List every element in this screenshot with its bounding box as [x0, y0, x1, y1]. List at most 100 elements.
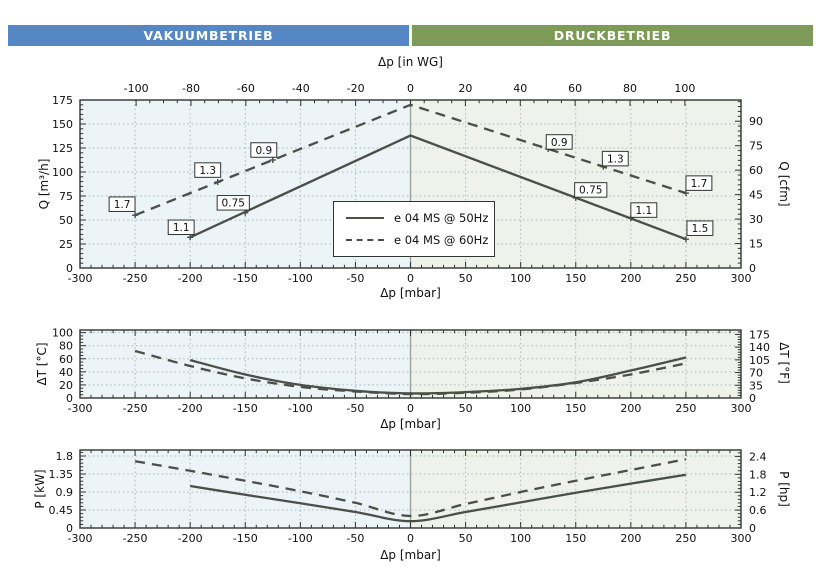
svg-text:1.8: 1.8	[749, 468, 767, 481]
svg-text:-100: -100	[288, 272, 313, 285]
svg-text:0: 0	[407, 82, 414, 95]
svg-text:80: 80	[59, 340, 73, 353]
svg-text:35: 35	[749, 379, 763, 392]
svg-text:250: 250	[675, 272, 696, 285]
svg-text:1.1: 1.1	[173, 222, 190, 234]
svg-text:-100: -100	[124, 82, 149, 95]
legend: e 04 MS @ 50Hz e 04 MS @ 60Hz	[333, 201, 495, 257]
svg-text:-200: -200	[178, 402, 203, 415]
svg-text:50: 50	[459, 272, 473, 285]
svg-text:40: 40	[59, 366, 73, 379]
svg-text:50: 50	[459, 532, 473, 545]
svg-text:60: 60	[59, 353, 73, 366]
svg-text:20: 20	[458, 82, 472, 95]
svg-text:175: 175	[749, 328, 770, 341]
legend-item-50hz: e 04 MS @ 50Hz	[334, 211, 494, 225]
svg-text:100: 100	[52, 166, 73, 179]
svg-text:0.75: 0.75	[579, 185, 602, 197]
svg-text:175: 175	[52, 94, 73, 107]
pressure-operation-banner: DRUCKBETRIEB	[412, 25, 813, 46]
flow-x-axis-title: Δp [mbar]	[380, 286, 441, 300]
svg-text:-300: -300	[68, 402, 93, 415]
svg-text:1.3: 1.3	[607, 153, 624, 165]
svg-text:50: 50	[459, 402, 473, 415]
svg-text:0: 0	[407, 272, 414, 285]
svg-text:0: 0	[66, 392, 73, 405]
svg-text:200: 200	[620, 272, 641, 285]
svg-text:0: 0	[407, 532, 414, 545]
svg-text:100: 100	[674, 82, 695, 95]
svg-text:100: 100	[510, 272, 531, 285]
svg-text:80: 80	[623, 82, 637, 95]
top-axis-title-inwg: Δp [in WG]	[378, 55, 443, 69]
svg-text:1.35: 1.35	[49, 468, 74, 481]
svg-text:-300: -300	[68, 532, 93, 545]
svg-text:25: 25	[59, 238, 73, 251]
svg-text:1.7: 1.7	[114, 199, 131, 211]
svg-text:1.8: 1.8	[56, 450, 74, 463]
svg-text:1.2: 1.2	[749, 486, 767, 499]
svg-text:300: 300	[731, 272, 752, 285]
dashed-line-sample-icon	[346, 239, 384, 242]
svg-text:0: 0	[66, 522, 73, 535]
svg-text:-100: -100	[288, 402, 313, 415]
svg-text:1.5: 1.5	[692, 223, 709, 235]
svg-text:0: 0	[749, 392, 756, 405]
svg-text:60: 60	[568, 82, 582, 95]
svg-text:-50: -50	[346, 402, 364, 415]
svg-text:-150: -150	[233, 532, 258, 545]
svg-text:0.75: 0.75	[222, 198, 245, 210]
flow-right-axis-title: Q [cfm]	[777, 161, 791, 207]
svg-text:0: 0	[749, 522, 756, 535]
power-right-axis-title: P [hp]	[777, 471, 791, 507]
svg-text:-300: -300	[68, 272, 93, 285]
svg-text:1.1: 1.1	[635, 205, 652, 217]
svg-text:-50: -50	[346, 272, 364, 285]
vacuum-operation-banner: VAKUUMBETRIEB	[8, 25, 409, 46]
power-x-axis-title: Δp [mbar]	[380, 548, 441, 562]
temp-right-axis-title: ΔT [°F]	[777, 342, 791, 384]
svg-text:1.3: 1.3	[199, 165, 216, 177]
svg-text:0.45: 0.45	[49, 504, 74, 517]
svg-text:150: 150	[565, 532, 586, 545]
flow-left-axis-title: Q [m³/h]	[37, 158, 51, 210]
temp-left-axis-title: ΔT [°C]	[35, 342, 49, 386]
svg-text:100: 100	[510, 402, 531, 415]
temp-x-axis-title: Δp [mbar]	[380, 417, 441, 431]
pressure-operation-label: DRUCKBETRIEB	[553, 28, 672, 43]
legend-label-60hz: e 04 MS @ 60Hz	[394, 233, 489, 248]
svg-text:100: 100	[510, 532, 531, 545]
svg-text:-150: -150	[233, 402, 258, 415]
svg-text:200: 200	[620, 532, 641, 545]
svg-text:0: 0	[407, 402, 414, 415]
svg-text:2.4: 2.4	[749, 450, 767, 463]
svg-text:90: 90	[749, 115, 763, 128]
svg-text:-200: -200	[178, 272, 203, 285]
svg-text:50: 50	[59, 214, 73, 227]
legend-label-50hz: e 04 MS @ 50Hz	[394, 210, 489, 225]
svg-text:75: 75	[59, 190, 73, 203]
svg-text:140: 140	[749, 341, 770, 354]
svg-text:-80: -80	[182, 82, 200, 95]
legend-item-60hz: e 04 MS @ 60Hz	[334, 233, 494, 247]
svg-text:250: 250	[675, 402, 696, 415]
svg-text:1.7: 1.7	[691, 178, 708, 190]
svg-text:-50: -50	[346, 532, 364, 545]
svg-text:300: 300	[731, 402, 752, 415]
svg-text:200: 200	[620, 402, 641, 415]
svg-text:70: 70	[749, 367, 763, 380]
svg-text:-150: -150	[233, 272, 258, 285]
svg-text:250: 250	[675, 532, 696, 545]
svg-text:-250: -250	[123, 532, 148, 545]
solid-line-sample-icon	[346, 216, 384, 219]
svg-text:150: 150	[565, 272, 586, 285]
svg-text:30: 30	[749, 213, 763, 226]
svg-text:-100: -100	[288, 532, 313, 545]
svg-text:0: 0	[66, 262, 73, 275]
svg-text:0.9: 0.9	[56, 486, 74, 499]
svg-text:-250: -250	[123, 402, 148, 415]
svg-text:-250: -250	[123, 272, 148, 285]
svg-text:-200: -200	[178, 532, 203, 545]
svg-text:60: 60	[749, 164, 763, 177]
